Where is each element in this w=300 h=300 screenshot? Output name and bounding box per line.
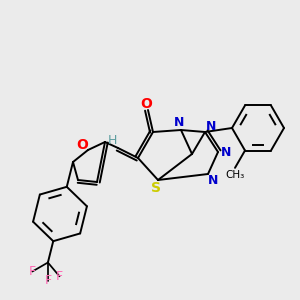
Text: N: N <box>221 146 231 158</box>
Text: S: S <box>151 181 161 195</box>
Text: CH₃: CH₃ <box>225 170 244 180</box>
Text: O: O <box>140 97 152 111</box>
Text: O: O <box>76 138 88 152</box>
Text: F: F <box>29 265 36 278</box>
Text: F: F <box>44 274 52 287</box>
Text: N: N <box>174 116 184 130</box>
Text: N: N <box>206 119 216 133</box>
Text: F: F <box>56 270 63 283</box>
Text: H: H <box>107 134 117 146</box>
Text: N: N <box>208 173 218 187</box>
